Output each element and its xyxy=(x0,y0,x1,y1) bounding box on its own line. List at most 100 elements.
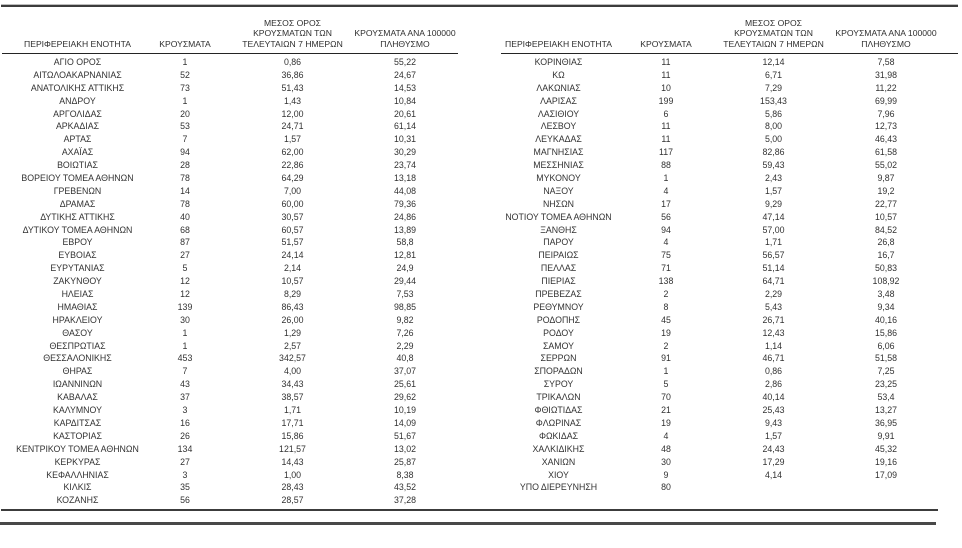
avg7-cell: 59,43 xyxy=(762,160,785,171)
avg7-cell: 17,29 xyxy=(762,456,785,467)
per100k-cell: 79,36 xyxy=(393,198,416,209)
table-header-left: ΠΕΡΙΦΕΡΕΙΑΚΗ ΕΝΟΤΗΤΑ ΚΡΟΥΣΜΑΤΑ ΜΕΣΟΣ ΟΡΟΣ … xyxy=(0,8,456,52)
per100k-cell: 58,8 xyxy=(396,237,414,248)
region-name-cell: ΛΑΡΙΣΑΣ xyxy=(540,95,577,106)
per100k-cell: 14,09 xyxy=(393,417,416,428)
per100k-cell: 10,57 xyxy=(874,211,897,222)
per100k-cell xyxy=(851,481,921,494)
per100k-cell: 31,98 xyxy=(874,69,897,80)
avg7-cell: 22,86 xyxy=(281,160,304,171)
cases-cell: 52 xyxy=(180,69,190,80)
top-rule-light xyxy=(1,4,958,5)
per100k-cell: 10,84 xyxy=(393,95,416,106)
region-name-cell: ΑΝΑΤΟΛΙΚΗΣ ΑΤΤΙΚΗΣ xyxy=(30,82,125,93)
per100k-cell: 7,96 xyxy=(877,108,895,119)
cases-cell: 35 xyxy=(180,482,190,493)
avg7-cell: 26,71 xyxy=(762,314,785,325)
table-left-half: ΠΕΡΙΦΕΡΕΙΑΚΗ ΕΝΟΤΗΤΑ ΚΡΟΥΣΜΑΤΑ ΜΕΣΟΣ ΟΡΟΣ … xyxy=(0,0,481,520)
per100k-cell: 45,32 xyxy=(874,443,897,454)
cases-cell: 87 xyxy=(180,237,190,248)
avg7-cell: 5,86 xyxy=(764,108,783,119)
cases-cell: 40 xyxy=(180,211,190,222)
cases-cell: 8 xyxy=(663,301,669,312)
header-rule-left xyxy=(2,53,458,54)
cases-cell: 11 xyxy=(661,134,671,145)
region-name-cell: ΗΜΑΘΙΑΣ xyxy=(57,301,98,312)
avg7-cell: 0,86 xyxy=(764,366,783,377)
avg7-cell: 2,57 xyxy=(283,340,302,351)
avg7-cell: 36,86 xyxy=(281,69,304,80)
per100k-cell: 11,22 xyxy=(875,82,897,93)
avg7-cell: 1,71 xyxy=(764,237,783,248)
avg7-cell: 24,14 xyxy=(281,250,304,261)
cases-cell: 30 xyxy=(180,314,190,325)
per100k-cell: 9,82 xyxy=(396,314,414,325)
avg7-cell: 8,00 xyxy=(764,121,783,132)
avg7-cell: 15,86 xyxy=(281,430,304,441)
col-header-cases: ΚΡΟΥΣΜΑΤΑ xyxy=(159,38,211,49)
per100k-cell: 7,25 xyxy=(877,366,895,377)
region-name-cell: ΚΙΛΚΙΣ xyxy=(63,482,92,493)
region-name-cell: ΥΠΟ ΔΙΕΡΕΥΝΗΣΗ xyxy=(519,482,598,493)
per100k-cell: 19,16 xyxy=(874,456,897,467)
region-name-cell: ΑΡΤΑΣ xyxy=(63,134,92,145)
region-name-cell: ΛΑΣΙΘΙΟΥ xyxy=(537,108,580,119)
cases-cell: 6 xyxy=(663,108,669,119)
avg7-cell: 57,00 xyxy=(762,224,785,235)
cases-cell: 1 xyxy=(182,57,188,67)
cases-cell: 71 xyxy=(661,263,671,274)
per100k-cell: 14,53 xyxy=(393,82,416,93)
cases-cell: 7 xyxy=(182,134,188,145)
region-name-cell: ΧΑΝΙΩΝ xyxy=(541,456,576,467)
region-name-cell: ΑΡΓΟΛΙΔΑΣ xyxy=(53,108,102,119)
per100k-cell: 7,53 xyxy=(396,289,414,300)
region-name-cell: ΡΟΔΟΠΗΣ xyxy=(536,314,581,325)
per100k-cell: 51,58 xyxy=(874,353,897,364)
region-name-cell: ΔΥΤΙΚΗΣ ΑΤΤΙΚΗΣ xyxy=(40,211,115,222)
cases-cell: 5 xyxy=(663,379,669,390)
avg7-cell: 9,43 xyxy=(764,417,783,428)
avg7-cell: 121,57 xyxy=(279,443,306,454)
region-name-cell: ΣΥΡΟΥ xyxy=(543,379,574,390)
region-name-cell: ΑΓΙΟ ΟΡΟΣ xyxy=(53,57,102,67)
top-rule xyxy=(1,5,958,7)
avg7-cell: 1,57 xyxy=(283,134,302,145)
cases-cell: 138 xyxy=(658,276,674,287)
cases-cell: 94 xyxy=(180,147,190,158)
table-body-right: ΚΟΡΙΝΘΙΑΣ 11 12,14 7,58 ΚΩ 11 6,71 31,98 ΛΑΚΩΝΙΑ… xyxy=(481,56,921,494)
region-name-cell: ΜΥΚΟΝΟΥ xyxy=(536,173,581,184)
region-name-cell: ΖΑΚΥΝΘΟΥ xyxy=(53,276,102,287)
cases-cell: 11 xyxy=(661,121,671,132)
per100k-cell: 61,58 xyxy=(874,147,897,158)
avg7-cell: 342,57 xyxy=(279,353,306,364)
region-name-cell: ΣΕΡΡΩΝ xyxy=(540,353,577,364)
region-name-cell: ΔΡΑΜΑΣ xyxy=(59,198,96,209)
cases-cell: 1 xyxy=(182,327,188,338)
avg7-cell: 5,00 xyxy=(764,134,783,145)
avg7-cell: 24,43 xyxy=(762,443,785,454)
region-name-cell: ΠΡΕΒΕΖΑΣ xyxy=(535,289,582,300)
avg7-cell: 7,29 xyxy=(764,82,783,93)
cases-cell: 139 xyxy=(177,301,193,312)
cases-cell: 199 xyxy=(658,95,674,106)
per100k-cell: 23,25 xyxy=(874,379,897,390)
region-name-cell: ΝΑΞΟΥ xyxy=(543,185,574,196)
avg7-cell: 8,29 xyxy=(283,289,302,300)
cases-cell: 56 xyxy=(180,495,190,506)
per100k-cell: 25,87 xyxy=(393,456,416,467)
cases-cell: 9 xyxy=(663,469,669,480)
region-name-cell: ΚΑΛΥΜΝΟΥ xyxy=(53,405,102,416)
cases-cell: 3 xyxy=(182,405,188,416)
avg7-cell: 9,29 xyxy=(764,198,783,209)
cases-cell: 16 xyxy=(180,417,190,428)
table-body-left: ΑΓΙΟ ΟΡΟΣ 1 0,86 55,22 ΑΙΤΩΛΟΑΚΑΡΝΑΝΙΑΣ 52 36,… xyxy=(0,56,440,507)
region-name-cell: ΕΥΡΥΤΑΝΙΑΣ xyxy=(50,263,105,274)
cases-cell: 12 xyxy=(180,276,190,287)
per100k-cell: 24,86 xyxy=(393,211,416,222)
per100k-cell: 98,85 xyxy=(393,301,416,312)
avg7-cell: 2,43 xyxy=(764,173,783,184)
region-name-cell: ΛΕΥΚΑΔΑΣ xyxy=(535,134,582,145)
avg7-cell: 2,86 xyxy=(764,379,783,390)
per100k-cell: 61,14 xyxy=(393,121,416,132)
per100k-cell: 7,58 xyxy=(877,57,895,67)
